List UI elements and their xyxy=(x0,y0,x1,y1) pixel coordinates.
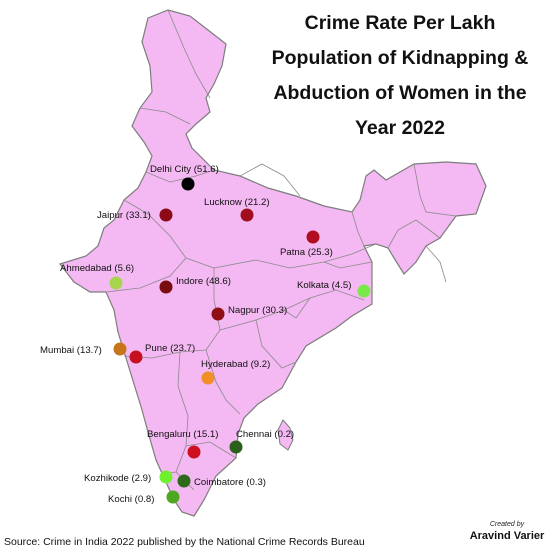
city-labels: Delhi City (51.6) Jaipur (33.1) Lucknow (2… xyxy=(40,164,351,505)
label-patna: Patna (25.3) xyxy=(280,247,333,258)
title-line-2: Population of Kidnapping & xyxy=(271,47,529,69)
label-ahmedabad: Ahmedabad (5.6) xyxy=(60,263,134,274)
label-coimbatore: Coimbatore (0.3) xyxy=(194,477,266,488)
marker-kolkata xyxy=(357,284,371,298)
label-bengaluru: Bengaluru (15.1) xyxy=(147,429,218,440)
label-jaipur: Jaipur (33.1) xyxy=(97,210,151,221)
marker-lucknow xyxy=(240,208,254,222)
marker-nagpur xyxy=(211,307,225,321)
marker-hyderabad xyxy=(201,371,215,385)
label-nagpur: Nagpur (30.3) xyxy=(228,305,287,316)
label-kolkata: Kolkata (4.5) xyxy=(297,280,351,291)
marker-bengaluru xyxy=(187,445,201,459)
title-line-1: Crime Rate Per Lakh xyxy=(304,12,496,34)
marker-kozhikode xyxy=(159,470,173,484)
marker-pune xyxy=(129,350,143,364)
marker-delhi-city xyxy=(181,177,195,191)
label-pune: Pune (23.7) xyxy=(145,343,195,354)
india-landmass xyxy=(58,9,487,517)
island-territory xyxy=(277,419,294,451)
marker-coimbatore xyxy=(177,474,191,488)
title-line-4: Year 2022 xyxy=(354,117,445,139)
label-lucknow: Lucknow (21.2) xyxy=(204,197,270,208)
marker-ahmedabad xyxy=(109,276,123,290)
credit-name: Aravind Varier xyxy=(469,530,545,542)
marker-jaipur xyxy=(159,208,173,222)
marker-kochi xyxy=(166,490,180,504)
label-kochi: Kochi (0.8) xyxy=(108,494,154,505)
label-chennai: Chennai (0.2) xyxy=(236,429,294,440)
marker-indore xyxy=(159,280,173,294)
credit-label: Created by xyxy=(489,521,525,528)
marker-mumbai xyxy=(113,342,127,356)
creator-credit: Created by Aravind Varier xyxy=(466,521,548,542)
label-delhi-city: Delhi City (51.6) xyxy=(150,164,219,175)
source-note: Source: Crime in India 2022 published by… xyxy=(4,536,365,548)
label-indore: Indore (48.6) xyxy=(176,276,231,287)
map-title: Crime Rate Per Lakh Population of Kidnap… xyxy=(250,6,550,146)
marker-patna xyxy=(306,230,320,244)
label-kozhikode: Kozhikode (2.9) xyxy=(84,473,151,484)
label-mumbai: Mumbai (13.7) xyxy=(40,345,102,356)
marker-chennai xyxy=(229,440,243,454)
city-markers xyxy=(109,177,371,504)
title-line-3: Abduction of Women in the xyxy=(273,82,527,104)
label-hyderabad: Hyderabad (9.2) xyxy=(201,359,270,370)
